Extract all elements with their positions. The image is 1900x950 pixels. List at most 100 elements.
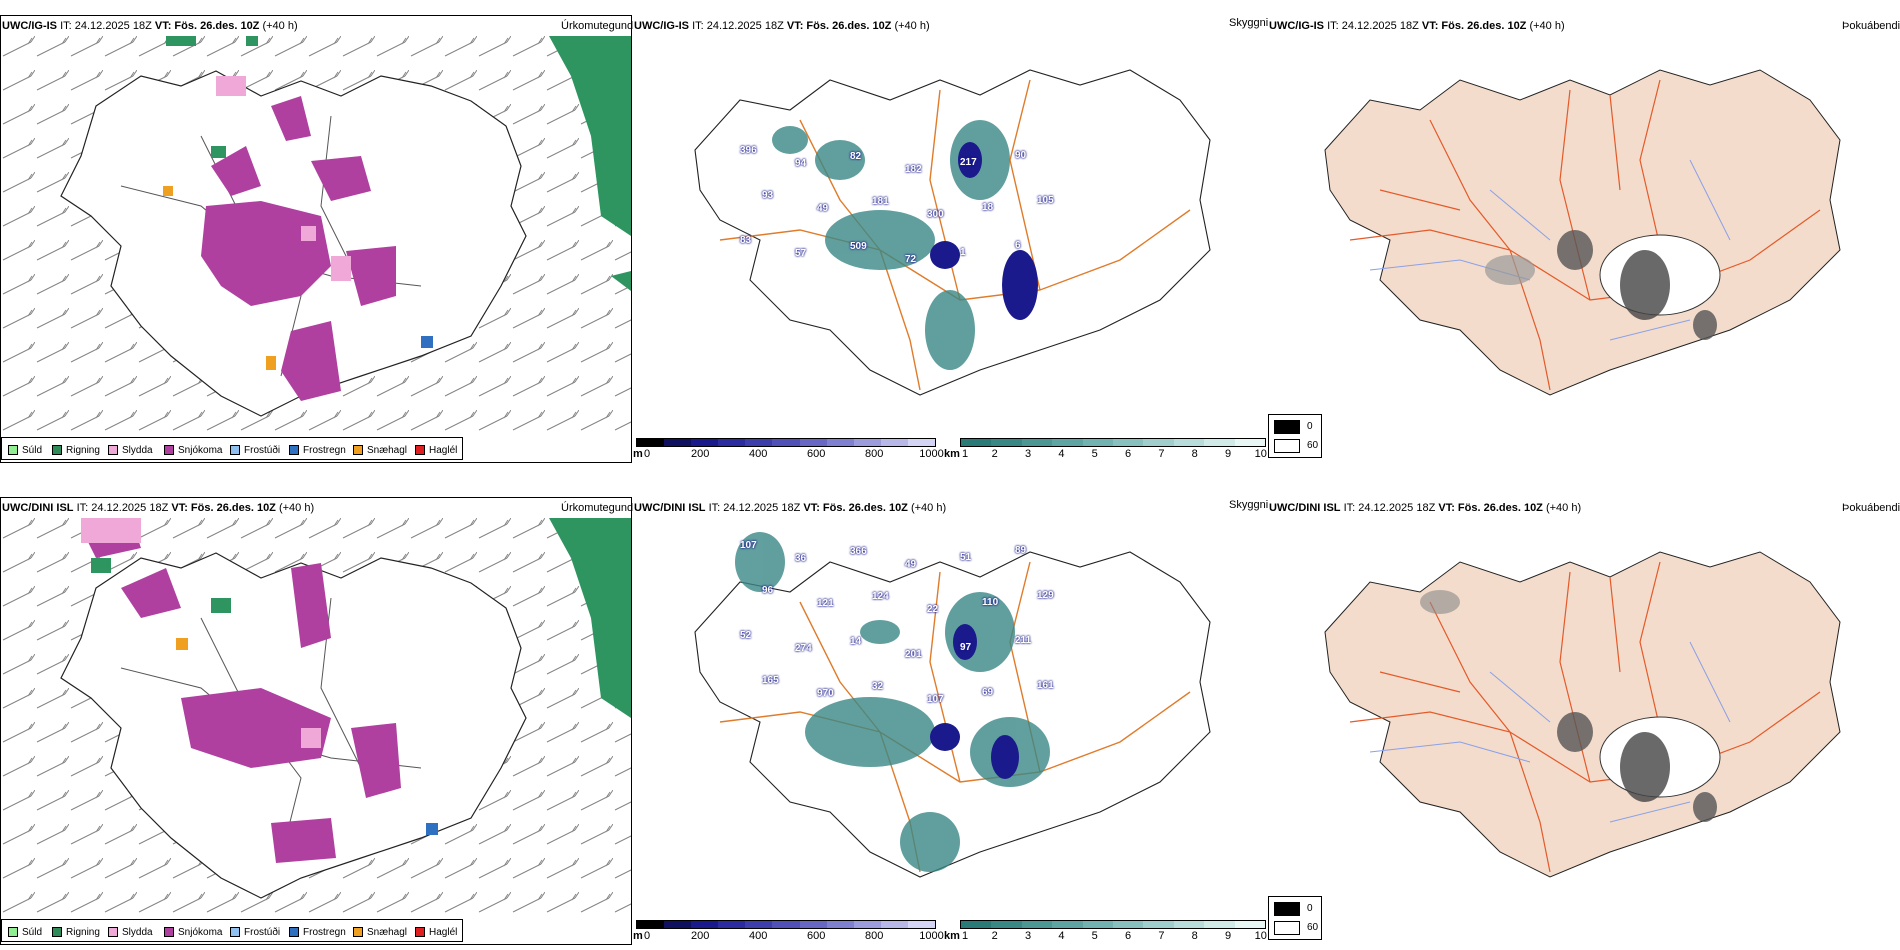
fog-title-bottom: Þokuábendi [1842,502,1900,514]
cloud-base-label: 396 [740,145,757,156]
colorbar-tick-label: 600 [806,448,826,460]
colorbar-segment [637,921,665,928]
legend-item: Haglél [415,444,457,456]
header-precip-top: UWC/IG-IS IT: 24.12.2025 18Z VT: Fös. 26… [2,20,298,33]
colorbar-segment [664,439,692,446]
colorbar-segment [880,921,908,928]
cloud-base-label: 89 [1015,545,1027,556]
colorbar-segment [1113,439,1144,446]
colorbar-segment [1113,921,1144,928]
cloud-base-label: 69 [982,687,994,698]
visibility-ticks-top: 1 2 3 4 5 6 7 8 9 10 [962,448,1267,462]
ceiling-colorbar-top [636,438,936,447]
colorbar-segment [1234,921,1266,928]
cloud-base-label: 6 [1015,240,1021,251]
colorbar-tick-label: 8 [1191,930,1198,942]
precip-title-top: Úrkomutegund [561,20,634,32]
cloud-base-label: 57 [795,248,807,259]
colorbar-segment [1143,439,1174,446]
colorbar-tick-label: 0 [644,448,651,460]
model-name: UWC/IG-IS [2,20,57,32]
colorbar-segment [961,439,992,446]
legend-item: Haglél [415,926,457,938]
cloud-base-label: 366 [850,546,867,557]
cloud-title-top: Skyggni [1229,17,1269,29]
cloud-base-label: 14 [850,636,862,647]
fog-legend-top: 0 60 [1268,414,1322,458]
colorbar-segment [853,439,881,446]
colorbar-tick-label: 6 [1124,448,1132,460]
colorbar-segment [664,921,692,928]
colorbar-tick-label: 5 [1091,930,1098,942]
cloud-base-label: 36 [795,553,807,564]
colorbar-tick-label: 7 [1158,448,1165,460]
legend-item: Súld [8,444,42,456]
colorbar-segment [745,439,773,446]
fog-map-bottom [1324,551,1841,878]
colorbar-segment [1021,439,1053,446]
legend-item: Frostregn [289,444,346,456]
cloud-base-label: 161 [1037,680,1054,691]
cloud-base-label: 181 [872,196,889,207]
colorbar-segment [637,439,665,446]
colorbar-tick-label: 800 [864,930,884,942]
colorbar-segment [1173,439,1205,446]
cloud-base-label: 201 [905,649,922,660]
colorbar-segment [1021,921,1053,928]
cloud-base-label: 107 [740,540,757,551]
cloud-base-label: 182 [905,164,922,175]
fog-map-top [1324,69,1841,396]
legend-item: Rigning [52,926,100,938]
colorbar-segment [1204,921,1235,928]
cloud-base-label: 94 [795,158,807,169]
legend-item: Frostúði [230,444,280,456]
legend-item: Snjókoma [164,926,222,938]
valid-time: Fös. 26.des. 10Z [174,20,260,32]
colorbar-tick-label: 400 [748,448,768,460]
colorbar-tick-label: 1000 [919,448,944,460]
colorbar-segment [907,921,936,928]
cloud-base-label: 18 [982,202,994,213]
cloud-base-label: 217 [960,157,977,168]
colorbar-segment [880,439,908,446]
colorbar-tick-label: 4 [1058,448,1065,460]
colorbar-tick-label: 1 [962,930,969,942]
colorbar-segment [826,439,854,446]
precip-legend-bottom: Súld Rigning Slydda Snjókoma Frostúði Fr… [1,919,463,942]
cloud-base-label: 51 [960,552,972,563]
cloud-base-label: 97 [960,642,972,653]
colorbar-tick-label: 0 [644,930,651,942]
visibility-colorbar-bottom [960,920,1266,929]
header-cloud-top: UWC/IG-IS IT: 24.12.2025 18Z VT: Fös. 26… [634,20,930,32]
cloud-base-label: 90 [1015,150,1027,161]
cloud-base-label: 1 [960,247,966,258]
cloud-base-label: 509 [850,241,867,252]
colorbar-tick-label: 10 [1254,930,1267,942]
colorbar-segment [1082,439,1114,446]
legend-item: Rigning [52,444,100,456]
ceiling-unit-bottom: m [633,930,643,942]
ceiling-colorbar-bottom [636,920,936,929]
precip-map-frame-bottom [0,497,632,945]
visibility-ticks-bottom: 1 2 3 4 5 6 7 8 9 10 [962,930,1267,944]
colorbar-tick-label: 5 [1091,448,1098,460]
colorbar-tick-label: 4 [1058,930,1065,942]
colorbar-tick-label: 10 [1254,448,1267,460]
fog-title-top: Þokuábendi [1842,20,1900,32]
colorbar-tick-label: 2 [991,930,998,942]
colorbar-segment [907,439,936,446]
colorbar-segment [772,921,800,928]
colorbar-segment [1052,439,1083,446]
cloud-base-label: 93 [762,190,774,201]
cloud-base-label: 129 [1037,590,1054,601]
cloud-base-label: 274 [795,643,812,654]
legend-item: Slydda [108,444,153,456]
colorbar-segment [826,921,854,928]
precip-map-bottom [1,518,631,914]
colorbar-tick-label: 400 [748,930,768,942]
header-fog-bottom: UWC/DINI ISL IT: 24.12.2025 18Z VT: Fös.… [1269,502,1582,514]
colorbar-segment [1173,921,1205,928]
legend-item: Snæhagl [353,444,407,456]
header-precip-bottom: UWC/DINI ISL IT: 24.12.2025 18Z VT: Fös.… [2,502,315,514]
colorbar-tick-label: 6 [1124,930,1132,942]
